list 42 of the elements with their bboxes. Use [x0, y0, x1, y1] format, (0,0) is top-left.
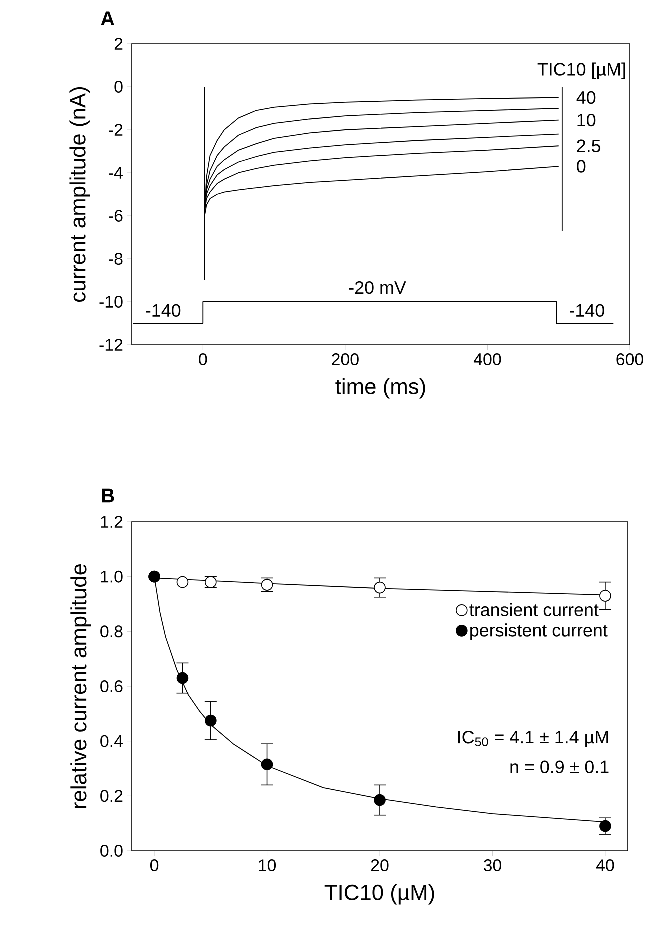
x-tick-label: 400	[474, 354, 502, 366]
x-tick-label: 0	[199, 354, 208, 366]
y-tick-label: 0.2	[100, 790, 123, 802]
x-tick-label: 10	[259, 860, 276, 872]
y-axis-title: relative current amplitude	[70, 564, 92, 808]
y-tick-label: 1.2	[101, 516, 123, 528]
y-tick-label: 0.0	[100, 845, 123, 857]
annotation: n = 0.9 ± 0.1	[510, 760, 609, 774]
y-tick-label: 1.0	[101, 570, 123, 583]
x-tick-label: 30	[484, 860, 502, 872]
chart-title: A	[101, 12, 115, 26]
y-tick-label: -8	[109, 252, 123, 265]
y-tick-label: -2	[109, 124, 123, 136]
y-tick-label: -12	[100, 339, 123, 351]
chart-title: B	[102, 488, 114, 503]
x-tick-label: 200	[332, 354, 359, 366]
y-tick-label: 0	[114, 80, 123, 93]
y-tick-label: -4	[109, 167, 123, 179]
annotation: IC$_{50}$ = 4.1 ± 1.4 µM	[458, 731, 608, 748]
series-label: 0	[577, 160, 586, 173]
legend-label: persistent current	[470, 624, 608, 640]
series-label: 10	[578, 114, 596, 127]
legend-title: TIC10 [µM]	[538, 62, 626, 80]
series-label: 40	[576, 91, 596, 104]
y-tick-label: 0.4	[100, 735, 123, 748]
y-tick-label: -10	[100, 296, 123, 308]
annotation: -140	[146, 304, 181, 318]
annotation: -20 mV	[349, 281, 406, 294]
x-tick-label: 40	[596, 860, 614, 872]
y-tick-label: 2	[114, 38, 123, 50]
y-axis-title: current amplitude (nA)	[70, 87, 90, 302]
x-tick-label: 0	[150, 860, 159, 872]
y-tick-label: 0.8	[100, 626, 123, 638]
x-axis-title: TIC10 (µM)	[324, 884, 434, 905]
x-axis-title: time (ms)	[336, 378, 426, 399]
annotation: -140	[570, 304, 604, 318]
y-tick-label: 0.6	[100, 680, 123, 692]
series-label: 2.5	[577, 140, 601, 152]
legend-label: transient current	[470, 603, 599, 616]
x-tick-label: 20	[371, 860, 389, 872]
y-tick-label: -6	[109, 210, 123, 222]
x-tick-label: 600	[616, 354, 644, 366]
